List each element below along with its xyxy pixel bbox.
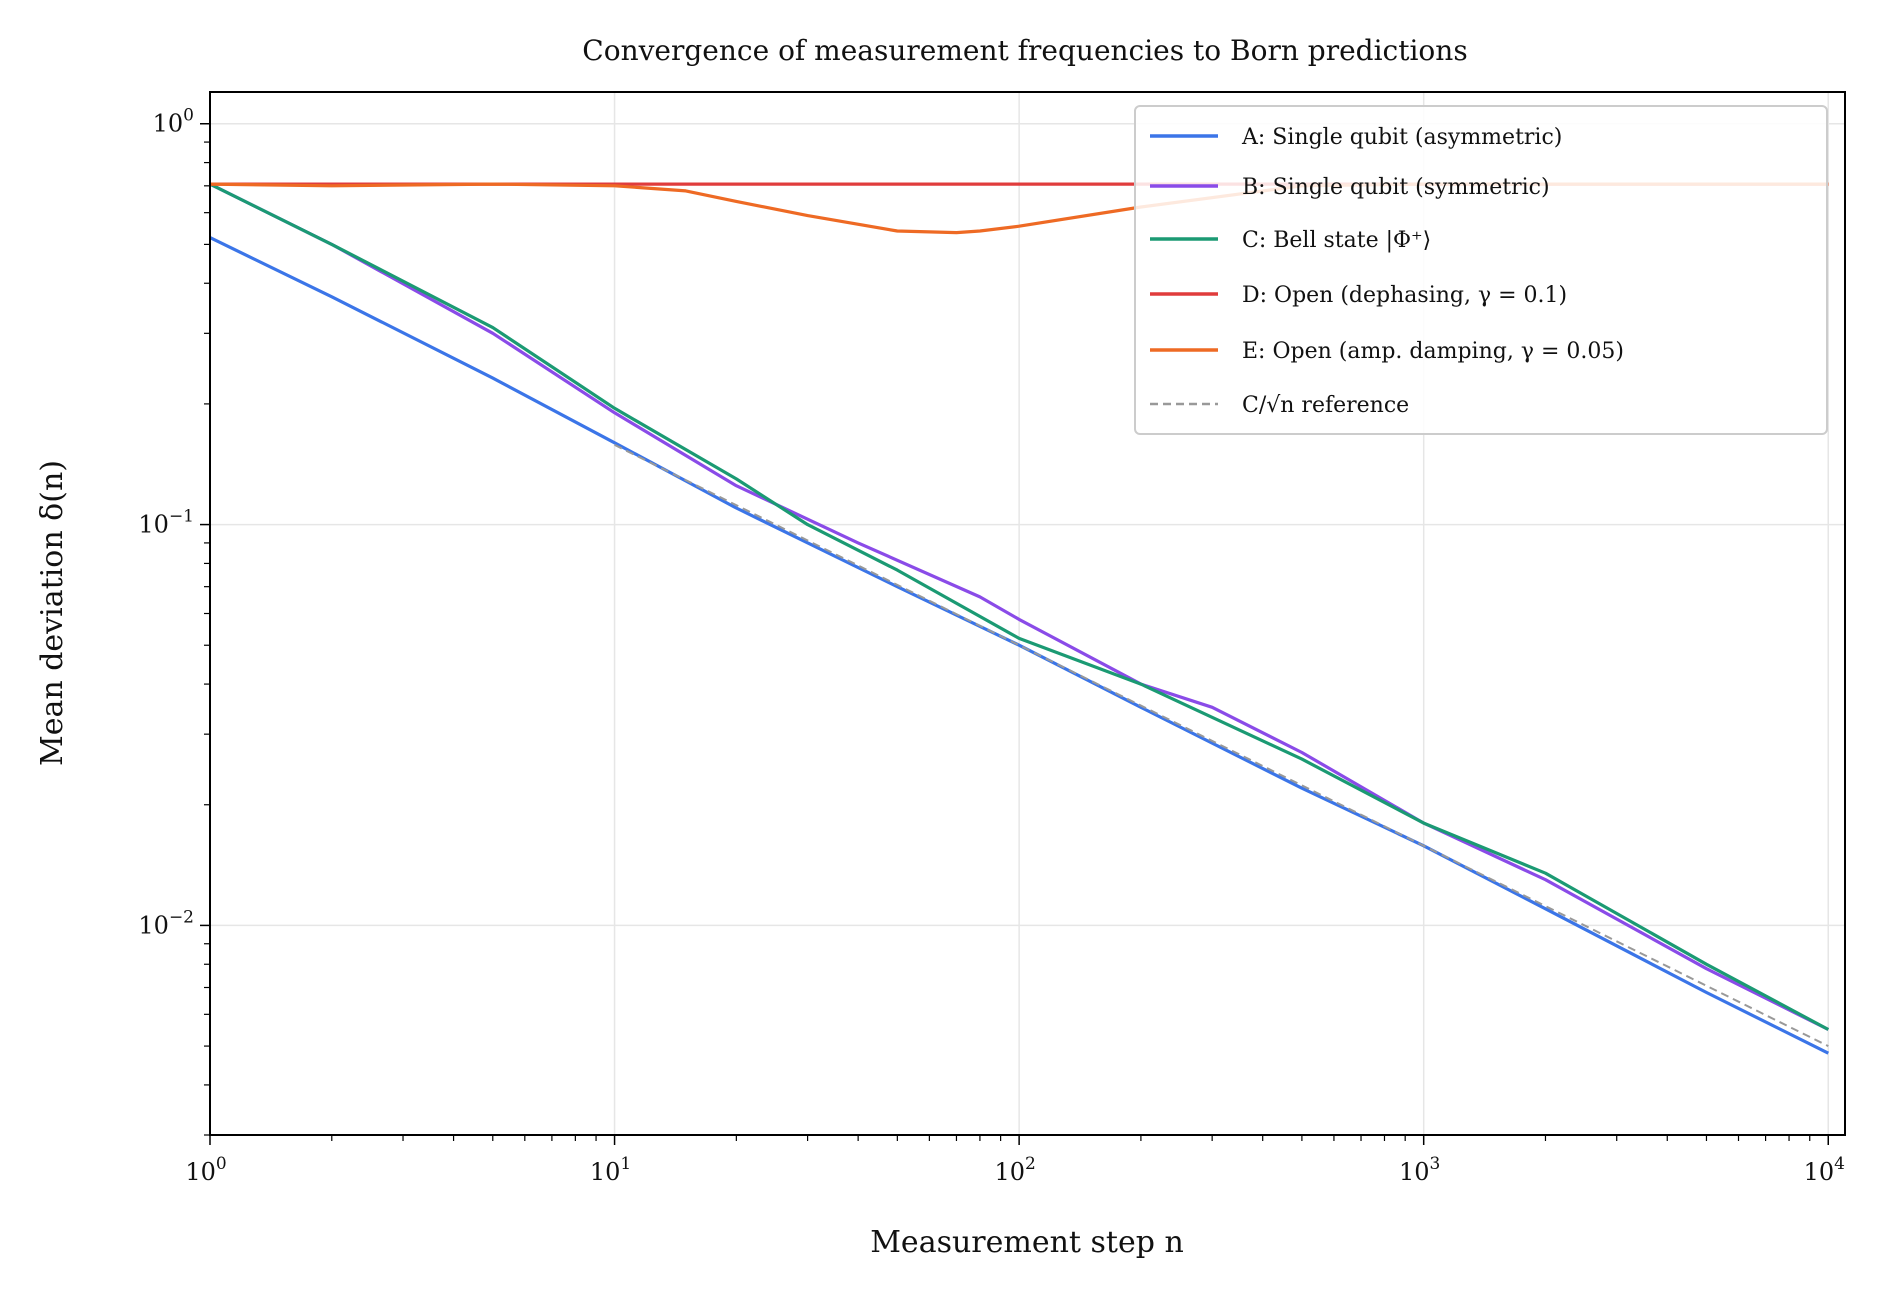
x-tick-label: 102 [994,1154,1035,1186]
y-axis-label: Mean deviation δ(n) [35,460,70,766]
ticks: 100 101 102 103 104 100 10−1 10−2 [138,106,1845,1186]
chart-title: Convergence of measurement frequencies t… [582,34,1467,67]
x-tick-label: 104 [1804,1154,1845,1186]
legend-label-b: B: Single qubit (symmetric) [1242,175,1550,200]
legend-label-a: A: Single qubit (asymmetric) [1241,125,1562,150]
legend: A: Single qubit (asymmetric) B: Single qu… [1134,105,1828,435]
legend-label-d: D: Open (dephasing, γ = 0.1) [1242,283,1567,308]
legend-box [1134,105,1828,435]
legend-label-f: C/√n reference [1242,393,1409,418]
series-line-f [614,444,1829,1047]
series-line-a [209,236,1830,1055]
x-axis-label: Measurement step n [870,1225,1184,1260]
y-tick-label: 10−2 [138,907,194,939]
series-line-b [209,182,1830,1031]
x-tick-label: 103 [1399,1154,1440,1186]
legend-label-e: E: Open (amp. damping, γ = 0.05) [1242,339,1624,364]
series-line-c [209,182,1830,1031]
legend-label-c: C: Bell state |Φ⁺⟩ [1242,228,1431,253]
x-tick-label: 100 [185,1154,226,1186]
y-tick-label: 10−1 [138,507,194,539]
x-tick-label: 101 [590,1154,631,1186]
y-tick-label: 100 [153,106,194,138]
